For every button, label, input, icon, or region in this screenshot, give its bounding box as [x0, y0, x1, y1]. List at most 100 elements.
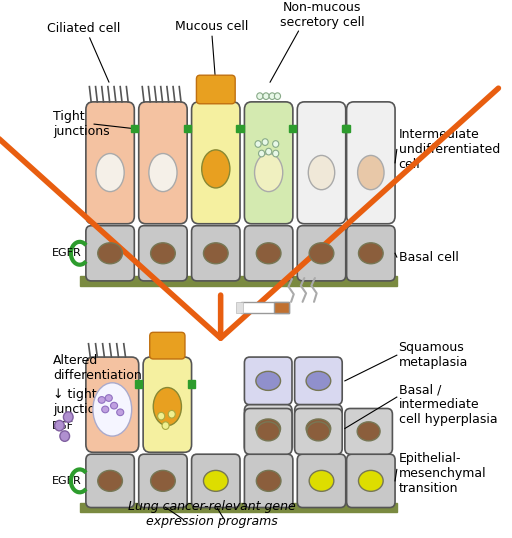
FancyBboxPatch shape	[244, 405, 292, 452]
FancyBboxPatch shape	[294, 405, 342, 452]
Ellipse shape	[257, 422, 280, 441]
FancyBboxPatch shape	[297, 102, 346, 224]
FancyBboxPatch shape	[86, 102, 134, 224]
FancyBboxPatch shape	[244, 454, 293, 507]
Ellipse shape	[257, 243, 281, 264]
Ellipse shape	[203, 243, 228, 264]
Text: EGFR: EGFR	[52, 248, 81, 258]
FancyBboxPatch shape	[244, 102, 293, 224]
FancyBboxPatch shape	[347, 454, 395, 507]
Bar	[342, 125, 349, 132]
Bar	[343, 125, 350, 132]
Text: Epithelial-
mesenchymal
transition: Epithelial- mesenchymal transition	[398, 452, 486, 495]
FancyBboxPatch shape	[244, 408, 292, 454]
Bar	[241, 302, 289, 313]
FancyBboxPatch shape	[86, 225, 134, 281]
FancyBboxPatch shape	[297, 225, 346, 281]
Text: ↓ tight
junctions: ↓ tight junctions	[53, 388, 110, 416]
Ellipse shape	[272, 150, 279, 157]
Ellipse shape	[149, 153, 177, 192]
Text: Non-mucous
secretory cell: Non-mucous secretory cell	[280, 1, 364, 29]
Ellipse shape	[60, 431, 70, 441]
Ellipse shape	[358, 470, 383, 491]
Ellipse shape	[96, 153, 124, 192]
Ellipse shape	[203, 470, 228, 491]
FancyBboxPatch shape	[345, 408, 392, 454]
Ellipse shape	[306, 371, 331, 391]
Bar	[80, 276, 397, 286]
Ellipse shape	[306, 419, 331, 438]
FancyBboxPatch shape	[294, 408, 342, 454]
FancyBboxPatch shape	[139, 102, 187, 224]
FancyBboxPatch shape	[297, 454, 346, 507]
Ellipse shape	[117, 409, 124, 416]
Ellipse shape	[357, 155, 384, 190]
Ellipse shape	[358, 243, 383, 264]
FancyBboxPatch shape	[347, 225, 395, 281]
Text: Squamous
metaplasia: Squamous metaplasia	[398, 341, 468, 369]
Ellipse shape	[93, 383, 132, 436]
Bar	[135, 380, 142, 387]
Ellipse shape	[63, 412, 73, 422]
FancyBboxPatch shape	[191, 225, 240, 281]
Ellipse shape	[102, 406, 109, 413]
Text: Tight
junctions: Tight junctions	[53, 110, 110, 138]
Ellipse shape	[357, 422, 380, 441]
Ellipse shape	[309, 470, 334, 491]
Ellipse shape	[98, 397, 105, 404]
FancyBboxPatch shape	[191, 102, 240, 224]
Ellipse shape	[162, 422, 169, 429]
Ellipse shape	[259, 150, 265, 157]
Ellipse shape	[257, 470, 281, 491]
Ellipse shape	[151, 470, 175, 491]
FancyBboxPatch shape	[244, 357, 292, 405]
FancyBboxPatch shape	[294, 357, 342, 405]
Ellipse shape	[255, 140, 261, 147]
Text: Intermediate
undifferentiated
cell: Intermediate undifferentiated cell	[398, 128, 500, 171]
Ellipse shape	[55, 420, 65, 431]
Bar	[274, 302, 289, 313]
Ellipse shape	[274, 93, 281, 100]
Ellipse shape	[263, 93, 269, 100]
Ellipse shape	[158, 412, 165, 420]
Ellipse shape	[256, 419, 281, 438]
Ellipse shape	[257, 93, 263, 100]
Ellipse shape	[153, 387, 181, 426]
Ellipse shape	[309, 243, 334, 264]
Ellipse shape	[202, 150, 230, 188]
Ellipse shape	[307, 422, 330, 441]
FancyBboxPatch shape	[191, 454, 240, 507]
Bar	[131, 125, 138, 132]
Bar	[188, 380, 195, 387]
Bar	[289, 125, 296, 132]
FancyBboxPatch shape	[150, 332, 185, 359]
Bar	[80, 503, 397, 512]
FancyBboxPatch shape	[86, 357, 139, 452]
FancyBboxPatch shape	[139, 454, 187, 507]
Bar	[237, 125, 244, 132]
Text: Mucous cell: Mucous cell	[175, 20, 248, 33]
Ellipse shape	[256, 371, 281, 391]
Ellipse shape	[308, 155, 335, 190]
Text: EGF: EGF	[52, 421, 74, 430]
Ellipse shape	[269, 93, 275, 100]
Bar	[184, 125, 190, 132]
Text: Basal /
intermediate
cell hyperplasia: Basal / intermediate cell hyperplasia	[398, 383, 497, 426]
Ellipse shape	[272, 140, 279, 147]
FancyBboxPatch shape	[143, 357, 191, 452]
Ellipse shape	[105, 395, 112, 401]
Text: Lung cancer-relevant gene
expression programs: Lung cancer-relevant gene expression pro…	[128, 500, 296, 528]
Ellipse shape	[98, 243, 122, 264]
Ellipse shape	[151, 243, 175, 264]
Ellipse shape	[262, 139, 268, 145]
Ellipse shape	[98, 470, 122, 491]
FancyBboxPatch shape	[347, 102, 395, 224]
Text: Basal cell: Basal cell	[398, 251, 458, 264]
FancyBboxPatch shape	[197, 75, 235, 104]
FancyBboxPatch shape	[86, 454, 134, 507]
Text: EGFR: EGFR	[52, 476, 81, 486]
Ellipse shape	[266, 148, 272, 155]
Text: Ciliated cell: Ciliated cell	[48, 22, 121, 35]
Text: Altered
differentiation: Altered differentiation	[53, 355, 142, 383]
FancyBboxPatch shape	[244, 225, 293, 281]
